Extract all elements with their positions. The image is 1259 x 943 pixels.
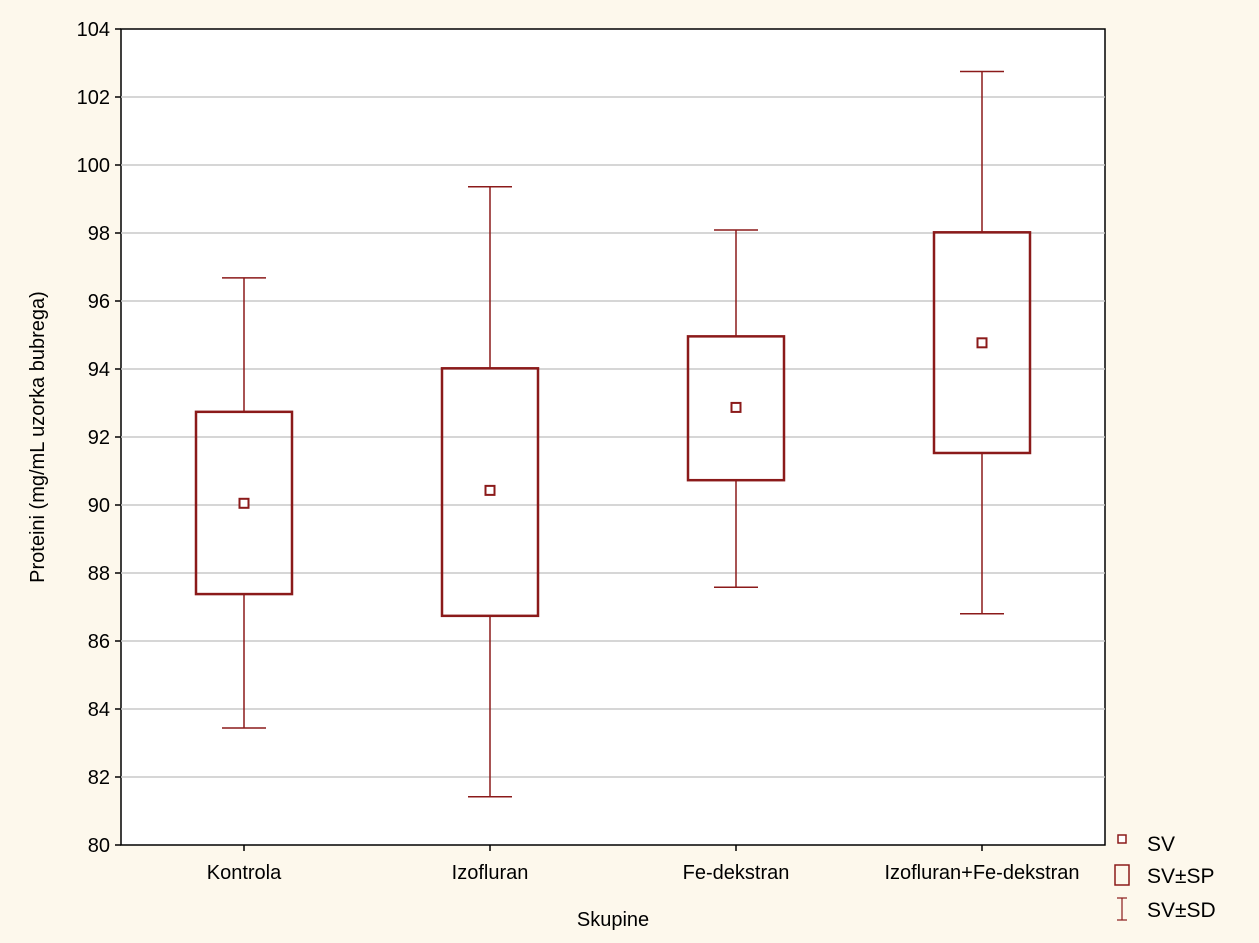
y-tick-label: 90 bbox=[88, 495, 110, 517]
y-tick-label: 104 bbox=[77, 19, 110, 41]
y-tick-label: 86 bbox=[88, 631, 110, 653]
legend-label: SV±SP bbox=[1147, 865, 1215, 888]
legend-box-icon bbox=[1114, 864, 1130, 886]
x-tick-label: Izofluran+Fe-dekstran bbox=[884, 862, 1079, 884]
mean-marker bbox=[238, 497, 250, 509]
box-group-kontrola bbox=[194, 277, 294, 729]
box-group-izofluran bbox=[440, 186, 540, 798]
legend-item-point: SV bbox=[1117, 833, 1175, 856]
se-box bbox=[686, 335, 786, 482]
mean-marker bbox=[484, 484, 496, 496]
y-tick-label: 92 bbox=[88, 427, 110, 449]
box-group-izofluran-fe-dekstran bbox=[932, 70, 1032, 615]
legend-label: SV bbox=[1147, 833, 1175, 856]
x-axis-title: Skupine bbox=[577, 909, 649, 931]
y-axis-title: Proteini (mg/mL uzorka bubrega) bbox=[27, 291, 49, 583]
y-tick-label: 82 bbox=[88, 767, 110, 789]
legend-label: SV±SD bbox=[1147, 899, 1216, 922]
mean-marker bbox=[730, 401, 742, 413]
se-box bbox=[440, 367, 540, 618]
box-group-fe-dekstran bbox=[686, 229, 786, 589]
y-tick-label: 96 bbox=[88, 291, 110, 313]
y-tick-label: 98 bbox=[88, 223, 110, 245]
y-tick-label: 80 bbox=[88, 835, 110, 857]
se-box bbox=[932, 231, 1032, 455]
legend: SV SV±SP SV±SD bbox=[1114, 833, 1216, 922]
legend-point-icon bbox=[1117, 834, 1127, 844]
y-tick-label: 84 bbox=[88, 699, 110, 721]
x-tick-label: Kontrola bbox=[207, 862, 282, 884]
x-tick-label: Izofluran bbox=[452, 862, 529, 884]
y-tick-label: 100 bbox=[77, 155, 110, 177]
se-box bbox=[194, 410, 294, 596]
x-tick-label: Fe-dekstran bbox=[683, 862, 790, 884]
y-tick-label: 94 bbox=[88, 359, 110, 381]
legend-item-box: SV±SP bbox=[1114, 864, 1215, 888]
y-tick-label: 88 bbox=[88, 563, 110, 585]
y-tick-label: 102 bbox=[77, 87, 110, 109]
legend-item-whisker: SV±SD bbox=[1117, 897, 1216, 922]
mean-marker bbox=[976, 337, 988, 349]
